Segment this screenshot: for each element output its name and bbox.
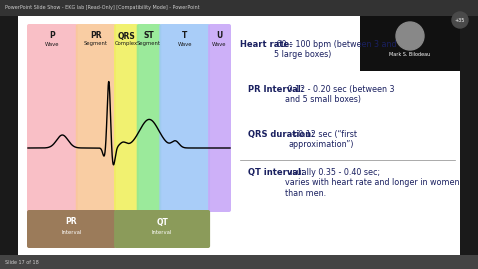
Text: QT: QT [156,218,168,226]
Text: Heart rate:: Heart rate: [240,40,293,49]
FancyBboxPatch shape [27,210,116,248]
Circle shape [396,22,424,50]
Text: PR Interval:: PR Interval: [248,85,304,94]
Text: Wave: Wave [45,41,60,47]
Text: QT interval:: QT interval: [248,168,304,177]
FancyBboxPatch shape [137,24,162,212]
Text: P: P [50,31,55,41]
Text: +35: +35 [455,17,465,23]
Bar [0,255,478,269]
FancyBboxPatch shape [114,24,139,212]
Text: QRS: QRS [118,31,135,41]
Text: Wave: Wave [177,41,192,47]
Bar [18,16,460,255]
Text: Interval: Interval [152,229,172,235]
Text: Interval: Interval [61,229,82,235]
Text: Segment: Segment [137,41,161,47]
Bar [0,0,478,16]
Text: ST: ST [144,31,154,41]
Text: Complex: Complex [115,41,138,47]
FancyBboxPatch shape [208,24,231,212]
Text: Segment: Segment [84,41,108,47]
Text: U: U [217,31,223,41]
Text: Wave: Wave [212,41,227,47]
Bar [360,16,460,71]
Text: 0.12 - 0.20 sec (between 3
and 5 small boxes): 0.12 - 0.20 sec (between 3 and 5 small b… [285,85,395,104]
Circle shape [452,12,468,28]
Text: <0.12 sec (“first
approximation”): <0.12 sec (“first approximation”) [289,130,357,149]
Text: T: T [182,31,187,41]
Text: PR: PR [90,31,102,41]
FancyBboxPatch shape [114,210,210,248]
FancyBboxPatch shape [27,24,78,212]
Text: 60 – 100 bpm (between 3 and
5 large boxes): 60 – 100 bpm (between 3 and 5 large boxe… [274,40,397,59]
Text: PowerPoint Slide Show - EKG lab [Read-Only] [Compatibility Mode] - PowerPoint: PowerPoint Slide Show - EKG lab [Read-On… [5,5,200,10]
Text: QRS duration:: QRS duration: [248,130,315,139]
FancyBboxPatch shape [159,24,210,212]
Text: Mark S. Bilodeau: Mark S. Bilodeau [390,52,431,58]
Text: PR: PR [65,218,77,226]
Text: Slide 17 of 18: Slide 17 of 18 [5,260,39,264]
Text: usually 0.35 - 0.40 sec;
varies with heart rate and longer in women
than men.: usually 0.35 - 0.40 sec; varies with hea… [285,168,460,198]
FancyBboxPatch shape [76,24,116,212]
